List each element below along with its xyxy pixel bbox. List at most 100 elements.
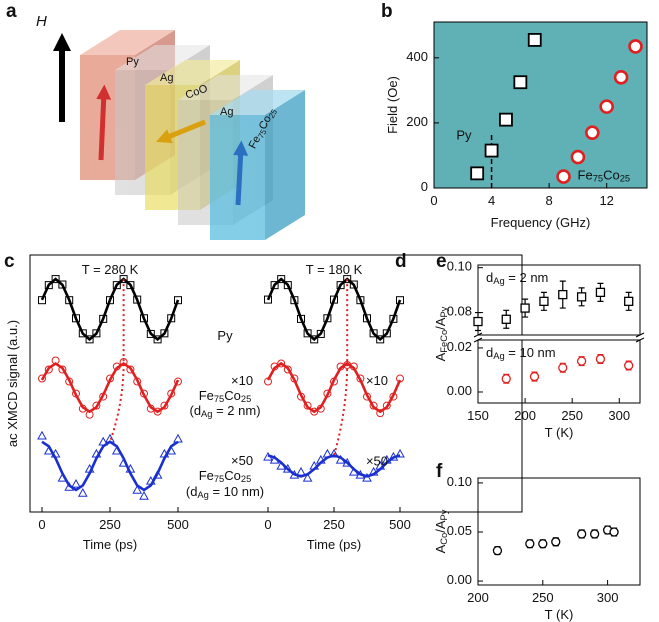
marker: [470, 166, 485, 181]
marker: [501, 374, 511, 384]
marker: [473, 316, 483, 327]
fit-line: [41, 440, 179, 492]
trace-label: Fe75Co25: [199, 468, 252, 484]
y-tick-label: 0: [421, 179, 428, 194]
y-axis-label: ac XMCD signal (a.u.): [5, 320, 20, 447]
x-tick-label: 250: [323, 517, 345, 532]
x-tick-label: 500: [167, 517, 189, 532]
panel-title: T = 180 K: [306, 262, 363, 277]
scale-label: ×50: [231, 453, 253, 468]
marker: [132, 484, 143, 494]
panel-label: f: [436, 461, 443, 482]
trace-label: Py: [217, 328, 233, 343]
marker: [395, 448, 405, 458]
moment-arrow: [156, 119, 206, 144]
trace-label: Fe75Co25: [199, 389, 252, 405]
marker: [599, 99, 615, 114]
marker: [362, 472, 372, 482]
fit-line: [267, 454, 401, 478]
y-tick-label: 0.10: [447, 474, 472, 489]
scale-label: ×10: [231, 374, 253, 389]
x-tick-label: 0: [38, 517, 45, 532]
marker: [37, 430, 47, 440]
layer-label: Ag: [220, 106, 233, 118]
fit-line: [40, 361, 180, 414]
marker: [613, 70, 629, 85]
marker: [558, 289, 568, 300]
x-axis-label: Time (ps): [83, 537, 137, 552]
marker: [492, 545, 503, 556]
y-tick-label: 0.00: [447, 383, 472, 398]
x-tick-label: 300: [597, 590, 619, 605]
x-axis-label: Time (ps): [307, 537, 361, 552]
plot-area: [29, 254, 523, 513]
series-label: dAg = 10 nm: [486, 345, 556, 361]
marker: [38, 296, 46, 305]
layer-label: Ag: [160, 72, 173, 84]
phase-guide: [109, 279, 125, 443]
x-tick-label: 0: [264, 517, 271, 532]
marker: [302, 472, 313, 482]
y-tick-label: 0.10: [447, 259, 472, 274]
marker: [539, 296, 549, 306]
marker: [139, 491, 149, 500]
x-tick-label: 200: [467, 590, 489, 605]
x-tick-label: 0: [430, 193, 437, 208]
y-axis-label: ACo/APy: [433, 509, 449, 553]
panel-title: T = 280 K: [82, 262, 139, 277]
y-tick-label: 0.05: [447, 523, 472, 538]
x-tick-label: 250: [532, 590, 554, 605]
marker: [501, 314, 511, 324]
x-tick-label: 150: [467, 408, 489, 423]
y-axis-label: Field (Oe): [385, 76, 400, 134]
trace-detail: (dAg = 10 nm): [186, 484, 264, 500]
scale-label: ×10: [366, 374, 388, 389]
marker: [595, 354, 606, 364]
fit-line: [266, 361, 402, 414]
marker: [577, 529, 587, 539]
x-axis-label: Frequency (GHz): [491, 215, 591, 230]
marker: [529, 371, 540, 382]
marker: [329, 448, 339, 458]
marker: [624, 296, 634, 306]
x-axis-label: T (K): [545, 607, 574, 622]
marker: [576, 292, 587, 302]
marker: [525, 539, 535, 549]
fit-line: [266, 277, 402, 342]
field-label: H: [36, 13, 47, 30]
phase-guide: [333, 279, 349, 456]
marker: [513, 75, 528, 90]
x-tick-label: 4: [488, 193, 495, 208]
x-tick-label: 250: [99, 517, 121, 532]
marker: [570, 149, 586, 165]
x-tick-label: 300: [608, 408, 630, 423]
marker: [484, 143, 499, 158]
marker: [576, 356, 587, 366]
marker: [77, 487, 88, 497]
series-label: Py: [456, 128, 472, 143]
y-tick-label: 0.02: [447, 339, 472, 354]
moment-arrow: [233, 140, 249, 206]
y-tick-label: 400: [406, 49, 428, 64]
panel-label: a: [6, 1, 17, 22]
layer-diagram: H Py Ag CoO Ag Fe75Co25: [36, 13, 305, 240]
layer-label: Py: [126, 56, 139, 68]
marker: [296, 466, 306, 476]
marker: [527, 33, 542, 47]
marker: [520, 303, 530, 313]
marker: [538, 539, 548, 549]
x-tick-label: 200: [514, 408, 536, 423]
marker: [556, 169, 571, 184]
trace-detail: (dAg = 2 nm): [189, 404, 260, 420]
plot-area: [477, 264, 641, 336]
plot-area: [433, 21, 648, 189]
scale-label: ×50: [366, 454, 388, 469]
x-tick-label: 250: [561, 408, 583, 423]
marker: [595, 287, 606, 298]
fit-line: [40, 277, 180, 342]
y-tick-label: 0.08: [447, 304, 472, 319]
axis-break: [473, 332, 483, 343]
marker: [499, 112, 513, 127]
panel-label: e: [436, 251, 447, 272]
